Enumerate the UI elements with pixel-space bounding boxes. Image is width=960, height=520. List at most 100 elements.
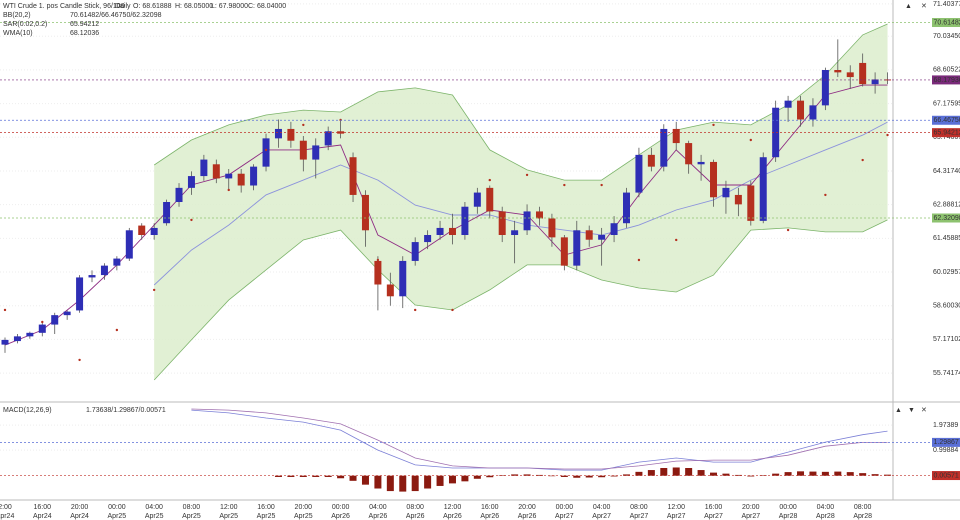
candle-body bbox=[1, 339, 9, 345]
macd-bar bbox=[361, 475, 369, 485]
macd-bar bbox=[759, 475, 767, 476]
y-tick-label: 68.60522 bbox=[933, 67, 960, 74]
x-tick-label: 04:00 bbox=[593, 504, 611, 511]
sar-dot bbox=[41, 320, 44, 324]
macd-bar bbox=[772, 473, 780, 476]
sar-dot bbox=[264, 148, 268, 152]
macd-bar bbox=[710, 472, 718, 476]
candle-body bbox=[424, 235, 432, 243]
sar-dot bbox=[376, 258, 380, 262]
x-tick-label: 08:00 bbox=[854, 504, 872, 511]
x-tick-label: Apr27 bbox=[592, 513, 611, 520]
band-line bbox=[153, 219, 888, 381]
macd-bar bbox=[871, 474, 879, 476]
candle-body bbox=[871, 79, 879, 85]
x-tick-label: Apr27 bbox=[555, 513, 574, 520]
pane-button[interactable]: ▲ bbox=[905, 3, 912, 10]
sar-dot bbox=[637, 258, 641, 262]
sar-dot bbox=[786, 228, 790, 232]
candle-body bbox=[200, 159, 208, 177]
candle-body bbox=[647, 154, 655, 167]
candle-body bbox=[163, 202, 171, 224]
x-tick-label: 2:00 bbox=[0, 504, 12, 511]
candle-body bbox=[884, 79, 892, 81]
candle-body bbox=[560, 237, 568, 266]
price-marker-label: 70.61482 bbox=[934, 19, 960, 26]
macd-bar bbox=[337, 475, 345, 479]
y-tick-label: 65.74667 bbox=[933, 134, 960, 141]
candle-body bbox=[324, 131, 332, 146]
legend-name[interactable]: SAR(0.02,0.2) bbox=[3, 21, 47, 28]
legend-value: 1.73638/1.29867/0.00571 bbox=[86, 407, 166, 414]
pane-button[interactable]: ✕ bbox=[921, 3, 927, 10]
macd-bar bbox=[461, 475, 469, 482]
macd-bar bbox=[560, 475, 568, 477]
x-tick-label: Apr26 bbox=[369, 513, 388, 520]
macd-bar bbox=[511, 474, 519, 476]
sar-dot bbox=[824, 193, 827, 197]
x-tick-label: 00:00 bbox=[556, 504, 574, 511]
legend-name[interactable]: MACD(12,26,9) bbox=[3, 407, 52, 414]
price-marker-label: 0.00571 bbox=[934, 472, 959, 479]
macd-bar bbox=[548, 475, 556, 477]
macd-bar bbox=[498, 475, 506, 476]
x-tick-label: Apr27 bbox=[741, 513, 760, 520]
x-tick-label: 20:00 bbox=[742, 504, 760, 511]
macd-bar bbox=[834, 471, 842, 476]
pane-button[interactable]: ✕ bbox=[921, 407, 927, 414]
x-tick-label: Apr26 bbox=[480, 513, 499, 520]
macd-bar bbox=[697, 470, 705, 476]
x-tick-label: Apr26 bbox=[443, 513, 462, 520]
header-info: Candle Stick, 96/100 bbox=[60, 3, 125, 10]
macd-bar bbox=[797, 471, 805, 476]
macd-bar bbox=[859, 473, 867, 476]
pane-button[interactable]: ▼ bbox=[908, 407, 915, 414]
header-info: C: 68.04000 bbox=[248, 3, 286, 10]
macd-bar bbox=[722, 473, 730, 476]
sar-dot bbox=[451, 308, 454, 312]
pane-button[interactable]: ▲ bbox=[895, 407, 902, 414]
x-tick-label: 16:00 bbox=[257, 504, 275, 511]
x-tick-label: Apr25 bbox=[257, 513, 276, 520]
candle-body bbox=[759, 157, 767, 221]
candle-body bbox=[859, 62, 867, 85]
macd-bar bbox=[299, 475, 307, 477]
candle-body bbox=[660, 128, 668, 167]
macd-bar bbox=[424, 475, 432, 489]
x-tick-label: Apr27 bbox=[630, 513, 649, 520]
candle-body bbox=[138, 225, 146, 236]
macd-bar bbox=[809, 471, 817, 476]
sar-dot bbox=[115, 328, 119, 332]
candle-body bbox=[486, 187, 494, 212]
x-tick-label: 04:00 bbox=[817, 504, 835, 511]
legend-name[interactable]: WMA(10) bbox=[3, 30, 33, 37]
candle-body bbox=[113, 258, 121, 266]
sar-dot bbox=[3, 308, 7, 312]
y-tick-label: 67.17595 bbox=[933, 100, 960, 107]
candle-body bbox=[51, 315, 59, 325]
price-marker bbox=[932, 213, 960, 223]
candle-body bbox=[212, 164, 220, 179]
x-tick-label: 16:00 bbox=[481, 504, 499, 511]
x-tick-label: 20:00 bbox=[295, 504, 313, 511]
header-info: H: 68.05000 bbox=[175, 3, 213, 10]
candle-body bbox=[697, 161, 705, 165]
y-tick-label: 62.88812 bbox=[933, 201, 960, 208]
y-tick-label: 60.02957 bbox=[933, 269, 960, 276]
candle-body bbox=[598, 235, 606, 240]
macd-bar bbox=[573, 475, 581, 478]
price-marker-label: 62.32098 bbox=[934, 215, 960, 222]
macd-bar bbox=[598, 475, 606, 478]
candle-body bbox=[797, 100, 805, 120]
candle-body bbox=[784, 100, 792, 108]
macd-bar bbox=[411, 475, 419, 492]
candle-body bbox=[535, 211, 543, 219]
sar-dot bbox=[600, 183, 603, 187]
sar-dot bbox=[488, 178, 491, 182]
candle-body bbox=[772, 107, 780, 158]
x-tick-label: 00:00 bbox=[108, 504, 126, 511]
x-tick-label: Apr26 bbox=[518, 513, 537, 520]
y-tick-label: 0.99884 bbox=[933, 447, 958, 454]
legend-name[interactable]: BB(20,2) bbox=[3, 12, 31, 19]
price-marker bbox=[932, 437, 960, 447]
